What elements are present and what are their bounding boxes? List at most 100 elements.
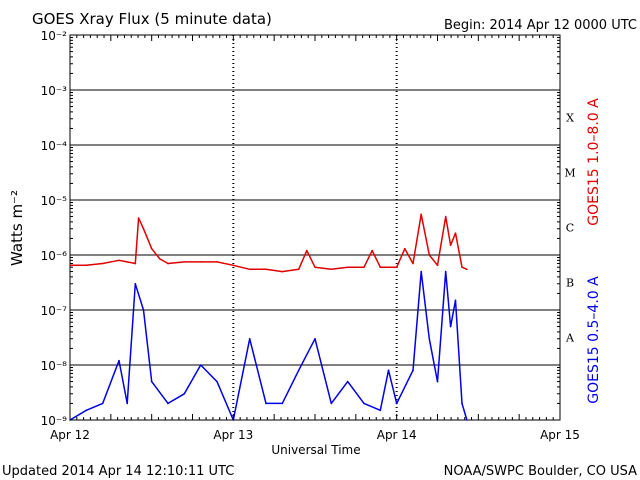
series-short-channel-point <box>142 309 145 311</box>
series-long-channel-point <box>199 261 202 263</box>
series-long-channel-point <box>134 262 137 265</box>
series-long-channel-point <box>85 264 88 267</box>
series-short-channel-point <box>101 402 104 405</box>
series-long-channel-point <box>306 249 308 252</box>
legend-long-channel: GOES15 1.0–8.0 A <box>586 98 602 226</box>
series-short-channel-point <box>248 337 251 340</box>
series-long-channel-point <box>330 268 333 271</box>
y-tick-label: 10⁻⁶ <box>41 249 68 263</box>
y-tick-label: 10⁻² <box>41 29 68 43</box>
chart-title: GOES Xray Flux (5 minute data) <box>32 10 272 28</box>
y-tick-label: 10⁻⁴ <box>41 139 68 153</box>
series-short-channel-point <box>454 299 457 302</box>
x-tick-label: Apr 13 <box>213 428 253 442</box>
x-tick-label: Apr 14 <box>377 428 417 442</box>
series-long-channel-point <box>449 244 452 247</box>
series-short-channel-point <box>118 359 120 362</box>
series-short-channel-point <box>387 369 390 372</box>
series-long-channel-point <box>314 266 316 269</box>
series-short-channel-point <box>134 282 137 285</box>
series-short-channel-point <box>85 409 88 412</box>
x-tick-label: Apr 12 <box>50 428 90 442</box>
series-long-channel-line <box>70 213 468 273</box>
series-long-channel-point <box>461 266 463 269</box>
y-axis-ticks: 10⁻⁹ 10⁻⁸ 10⁻⁷ 10⁻⁶ 10⁻⁵ 10⁻⁴ 10⁻³ 10⁻² <box>41 29 560 428</box>
x-axis-label: Universal Time <box>271 443 360 457</box>
series-long-channel-point <box>281 270 284 273</box>
series-long-channel-point <box>395 266 398 269</box>
flare-class-m: M <box>564 167 575 180</box>
credit-label: NOAA/SWPC Boulder, CO USA <box>444 464 637 479</box>
series-long-channel-point <box>101 262 104 265</box>
flare-class-b: B <box>566 277 574 290</box>
series-short-channel-point <box>183 392 186 395</box>
flare-class-labels: A B C M X <box>564 112 575 345</box>
flare-class-x: X <box>566 112 574 125</box>
series-short-channel-point <box>363 402 365 405</box>
series-long-channel-point <box>142 227 145 230</box>
series-short-channel-point <box>428 337 431 340</box>
y-axis-label: Watts m⁻² <box>8 190 26 266</box>
series-long-channel-point <box>420 213 422 216</box>
series-long-channel-point <box>150 247 153 250</box>
x-axis-ticks: Apr 12 Apr 13 Apr 14 Apr 15 <box>50 35 580 442</box>
series-short-channel-line <box>69 270 468 421</box>
series-long-channel-point <box>404 247 406 250</box>
flare-class-a: A <box>565 332 575 345</box>
begin-time-label: Begin: 2014 Apr 12 0000 UTC <box>444 18 637 33</box>
series-long-channel-point <box>379 266 382 269</box>
series-short-channel-point <box>461 402 463 405</box>
series-long-channel-point <box>248 268 251 271</box>
series-long-channel-point <box>387 266 390 269</box>
series-long-channel-point <box>454 232 457 234</box>
series-long-channel-point <box>436 264 439 267</box>
series-long-channel-point <box>444 215 447 218</box>
series-short-channel-point <box>449 325 452 328</box>
y-tick-label: 10⁻⁷ <box>41 304 68 318</box>
series-long-channel-point <box>118 259 120 262</box>
series-long-channel-point <box>216 261 218 263</box>
y-tick-label: 10⁻⁹ <box>41 414 68 428</box>
y-tick-label: 10⁻⁵ <box>41 194 68 208</box>
series-short-channel-point <box>216 380 218 383</box>
series-long-channel-point <box>363 266 365 269</box>
grid-lines <box>70 35 560 420</box>
updated-timestamp: Updated 2014 Apr 14 12:10:11 UTC <box>2 464 234 479</box>
legend-short-channel: GOES15 0.5–4.0 A <box>586 276 602 404</box>
series-short-channel-point <box>281 402 284 405</box>
series-long-channel-point <box>346 266 349 269</box>
series-short-channel-point <box>466 419 468 421</box>
series-short-channel-point <box>420 270 422 273</box>
series-short-channel-point <box>167 402 169 405</box>
y-tick-label: 10⁻³ <box>41 84 68 98</box>
series-long-channel-point <box>371 249 373 252</box>
series-long-channel-point <box>428 254 431 256</box>
series-long-channel-point <box>232 264 235 267</box>
series-long-channel-point <box>159 258 161 260</box>
series-long-channel-point <box>466 268 468 271</box>
series-long-channel-point <box>167 262 169 265</box>
series-short-channel-point <box>436 380 439 383</box>
series-short-channel-point <box>297 369 300 372</box>
series-long-channel-point <box>412 262 414 265</box>
series-long-channel-point <box>69 264 71 267</box>
series-short-channel-point <box>330 402 333 405</box>
series-short-channel-point <box>444 270 447 273</box>
series-short-channel-point <box>412 369 414 372</box>
flare-class-c: C <box>566 222 574 235</box>
y-tick-label: 10⁻⁸ <box>41 359 68 373</box>
series-short-channel-point <box>346 380 349 383</box>
series-long-channel-point <box>297 268 300 271</box>
series-short-channel-point <box>150 380 153 383</box>
series-short-channel-point <box>314 337 316 340</box>
series-short-channel-point <box>126 402 128 405</box>
series-short-channel-point <box>395 402 398 405</box>
x-tick-label: Apr 15 <box>540 428 580 442</box>
series-short-channel-point <box>199 364 202 366</box>
series-layer <box>69 213 468 421</box>
series-long-channel-point <box>265 268 267 271</box>
series-long-channel-point <box>183 261 186 263</box>
series-short-channel-point <box>265 402 267 405</box>
series-long-channel-point <box>137 217 140 219</box>
